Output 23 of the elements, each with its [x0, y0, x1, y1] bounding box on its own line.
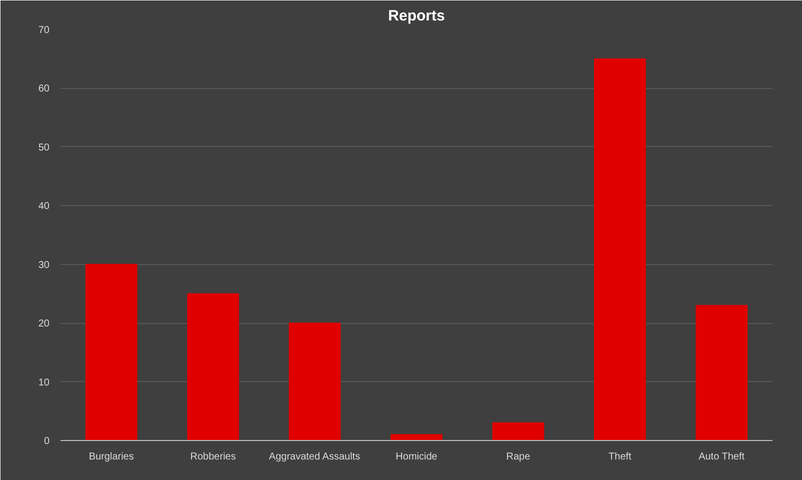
bar [187, 293, 239, 440]
bar [492, 422, 544, 440]
bar [390, 434, 442, 440]
x-tick-label: Burglaries [88, 452, 134, 462]
x-tick-label: Homicide [396, 452, 438, 462]
y-tick-label: 30 [38, 260, 50, 271]
x-tick-label: Robberies [190, 452, 236, 462]
y-tick-label: 50 [38, 142, 50, 154]
bar [85, 264, 138, 440]
y-tick-label: 70 [38, 25, 50, 36]
y-tick-label: 40 [38, 201, 50, 212]
y-tick-label: 10 [38, 377, 50, 388]
y-tick-label: 60 [38, 84, 50, 95]
bar [594, 58, 646, 440]
x-tick-label: Aggravated Assaults [268, 452, 360, 462]
chart-title: Reports [388, 8, 445, 24]
x-tick-label: Rape [506, 452, 531, 462]
bar [288, 322, 341, 440]
y-tick-label: 20 [38, 318, 50, 330]
y-tick-label: 0 [44, 436, 50, 447]
x-tick-label: Theft [608, 452, 632, 462]
x-tick-label: Auto Theft [698, 452, 745, 462]
bar [696, 304, 748, 440]
